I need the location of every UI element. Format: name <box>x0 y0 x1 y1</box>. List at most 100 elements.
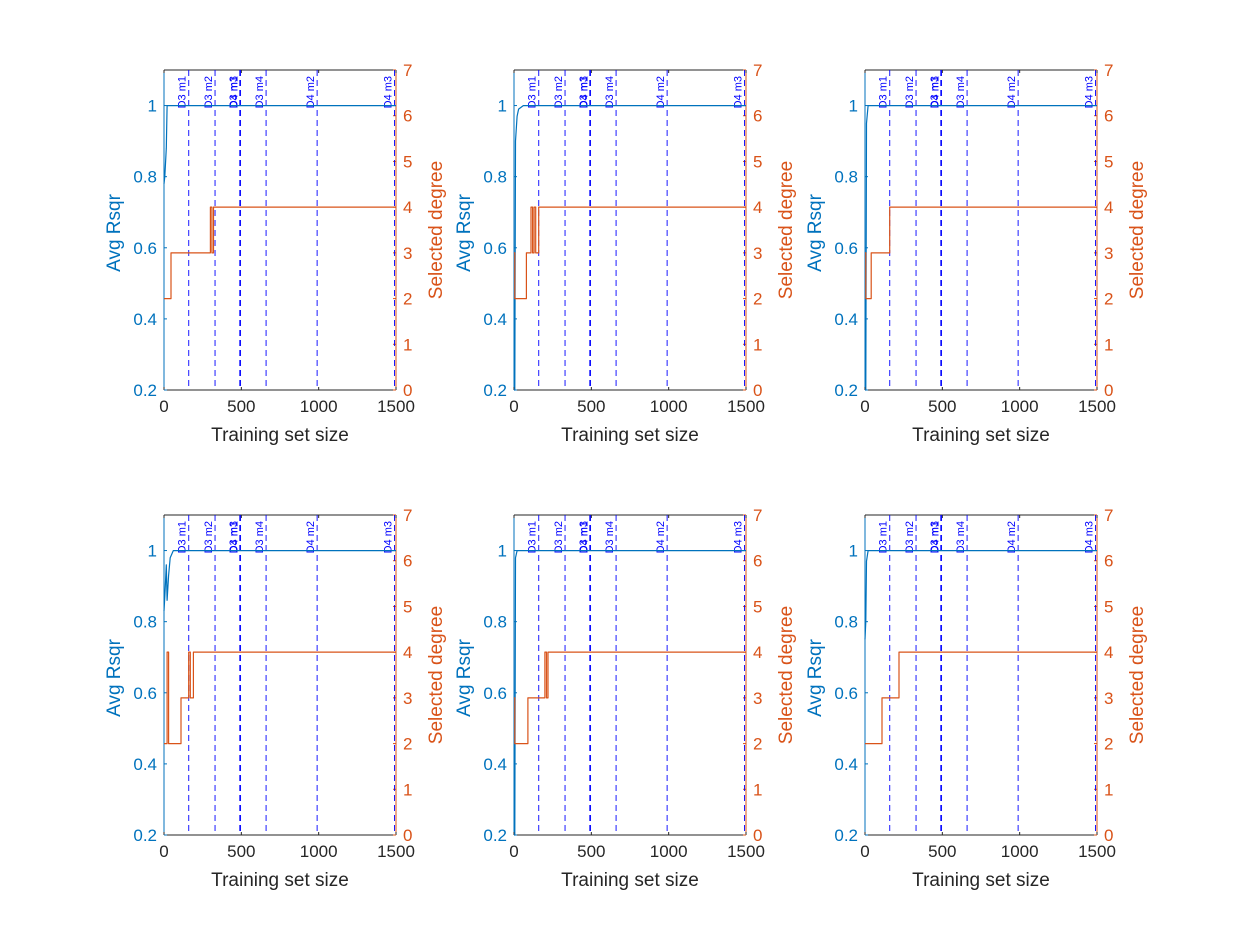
y-tick-label-right: 0 <box>1104 826 1113 845</box>
marker-label: D4 m1 <box>930 76 942 108</box>
y-axis-label-left: Avg Rsqr <box>805 638 826 716</box>
marker-label: D4 m3 <box>1083 76 1095 108</box>
y-tick-label-right: 2 <box>403 290 412 309</box>
y-axis-label-left: Avg Rsqr <box>454 638 475 716</box>
subplot-4: 0 500 1000 1500 0.2 0.4 0.6 0.8 1 0 1 2 3 4 5 6 7 D3 m1 D3… <box>104 506 447 891</box>
x-tick-label: 500 <box>928 397 956 416</box>
y-tick-label-left: 1 <box>498 542 507 561</box>
y-tick-label-right: 0 <box>403 826 412 845</box>
marker-label: D3 m1 <box>527 521 539 553</box>
marker-label: D3 m4 <box>604 76 616 108</box>
marker-label: D4 m2 <box>1006 521 1018 553</box>
marker-label: D3 m2 <box>904 521 916 553</box>
marker-label: D4 m3 <box>732 76 744 108</box>
y-tick-label-right: 6 <box>403 552 412 571</box>
x-tick-label: 1500 <box>377 397 415 416</box>
series-line-avg-rsqr <box>163 549 396 612</box>
y-tick-label-right: 5 <box>403 597 412 616</box>
marker-label: D3 m2 <box>203 521 215 553</box>
series-line-avg-rsqr <box>865 104 1097 391</box>
x-tick-label: 0 <box>159 397 168 416</box>
y-tick-label-right: 3 <box>403 244 412 263</box>
marker-label: D3 m2 <box>203 76 215 108</box>
y-axis-label-left: Avg Rsqr <box>454 193 475 271</box>
marker-label: D3 m4 <box>955 521 967 553</box>
y-tick-label-right: 7 <box>403 506 412 525</box>
subplot-2: 0 500 1000 1500 0.2 0.4 0.6 0.8 1 0 1 2 3 4 5 6 7 D3 m1 D3… <box>454 61 797 446</box>
marker-label: D3 m3 <box>578 76 590 108</box>
x-axis-label: Training set size <box>561 870 699 891</box>
y-tick-label-right: 4 <box>1104 643 1113 662</box>
marker-label: D4 m1 <box>579 76 591 108</box>
y-tick-label-right: 0 <box>1104 381 1113 400</box>
x-tick-label: 500 <box>227 397 255 416</box>
y-tick-label-right: 6 <box>1104 107 1113 126</box>
marker-label: D4 m3 <box>382 521 394 553</box>
y-tick-label-left: 0.2 <box>483 381 507 400</box>
y-tick-label-right: 2 <box>1104 290 1113 309</box>
y-tick-label-right: 7 <box>1104 506 1113 525</box>
y-tick-label-right: 7 <box>403 61 412 80</box>
series-line-selected-degree <box>865 206 1097 300</box>
y-tick-label-left: 0.8 <box>133 168 157 187</box>
y-tick-label-right: 3 <box>1104 689 1113 708</box>
y-axis-label-right: Selected degree <box>1127 606 1148 744</box>
y-tick-label-right: 4 <box>753 198 762 217</box>
y-tick-label-left: 0.6 <box>483 684 507 703</box>
y-tick-label-right: 7 <box>753 61 762 80</box>
y-tick-label-left: 0.2 <box>483 826 507 845</box>
marker-label: D3 m1 <box>878 521 890 553</box>
y-tick-label-right: 1 <box>1104 780 1113 799</box>
subplot-3: 0 500 1000 1500 0.2 0.4 0.6 0.8 1 0 1 2 3 4 5 6 7 D3 m1 D3… <box>805 61 1148 446</box>
y-tick-label-right: 6 <box>1104 552 1113 571</box>
x-tick-label: 0 <box>860 397 869 416</box>
x-tick-label: 1000 <box>650 397 688 416</box>
marker-label: D4 m3 <box>1083 521 1095 553</box>
series-line-avg-rsqr <box>514 104 746 391</box>
x-tick-label: 1000 <box>300 397 338 416</box>
y-tick-label-left: 0.6 <box>133 239 157 258</box>
y-tick-label-left: 0.6 <box>834 239 858 258</box>
y-tick-label-right: 1 <box>1104 335 1113 354</box>
y-tick-label-left: 0.8 <box>483 613 507 632</box>
marker-label: D4 m2 <box>1006 76 1018 108</box>
subplot-5: 0 500 1000 1500 0.2 0.4 0.6 0.8 1 0 1 2 3 4 5 6 7 D3 m1 D3… <box>454 506 797 891</box>
marker-label: D3 m3 <box>578 521 590 553</box>
y-tick-label-right: 7 <box>1104 61 1113 80</box>
y-tick-label-right: 3 <box>1104 244 1113 263</box>
marker-label: D3 m3 <box>929 76 941 108</box>
y-tick-label-left: 1 <box>849 97 858 116</box>
y-tick-label-left: 0.4 <box>834 755 858 774</box>
x-tick-label: 1500 <box>1078 397 1116 416</box>
marker-label: D4 m1 <box>229 76 241 108</box>
marker-label: D4 m2 <box>655 521 667 553</box>
marker-label: D4 m2 <box>305 76 317 108</box>
y-tick-label-left: 0.2 <box>834 826 858 845</box>
x-tick-label: 0 <box>509 397 518 416</box>
x-tick-label: 1000 <box>1001 397 1039 416</box>
marker-label: D3 m1 <box>878 76 890 108</box>
x-axis-label: Training set size <box>211 425 349 446</box>
y-tick-label-left: 0.6 <box>834 684 858 703</box>
marker-label: D3 m1 <box>177 76 189 108</box>
marker-label: D3 m2 <box>553 76 565 108</box>
y-tick-label-right: 2 <box>403 735 412 754</box>
y-tick-label-left: 0.8 <box>133 613 157 632</box>
series-line-selected-degree <box>865 651 1097 745</box>
y-tick-label-right: 1 <box>403 335 412 354</box>
y-tick-label-right: 6 <box>753 107 762 126</box>
y-tick-label-right: 1 <box>753 335 762 354</box>
y-tick-label-left: 0.4 <box>483 755 507 774</box>
x-axis-label: Training set size <box>912 425 1050 446</box>
series-line-avg-rsqr <box>163 104 396 184</box>
series-line-selected-degree <box>514 651 746 745</box>
x-tick-label: 0 <box>509 842 518 861</box>
y-axis-label-right: Selected degree <box>776 606 797 744</box>
marker-label: D4 m3 <box>732 521 744 553</box>
y-tick-label-right: 2 <box>1104 735 1113 754</box>
y-tick-label-right: 0 <box>753 381 762 400</box>
y-tick-label-left: 0.4 <box>133 755 157 774</box>
y-tick-label-left: 1 <box>498 97 507 116</box>
y-tick-label-left: 0.8 <box>834 168 858 187</box>
y-axis-label-left: Avg Rsqr <box>104 193 125 271</box>
